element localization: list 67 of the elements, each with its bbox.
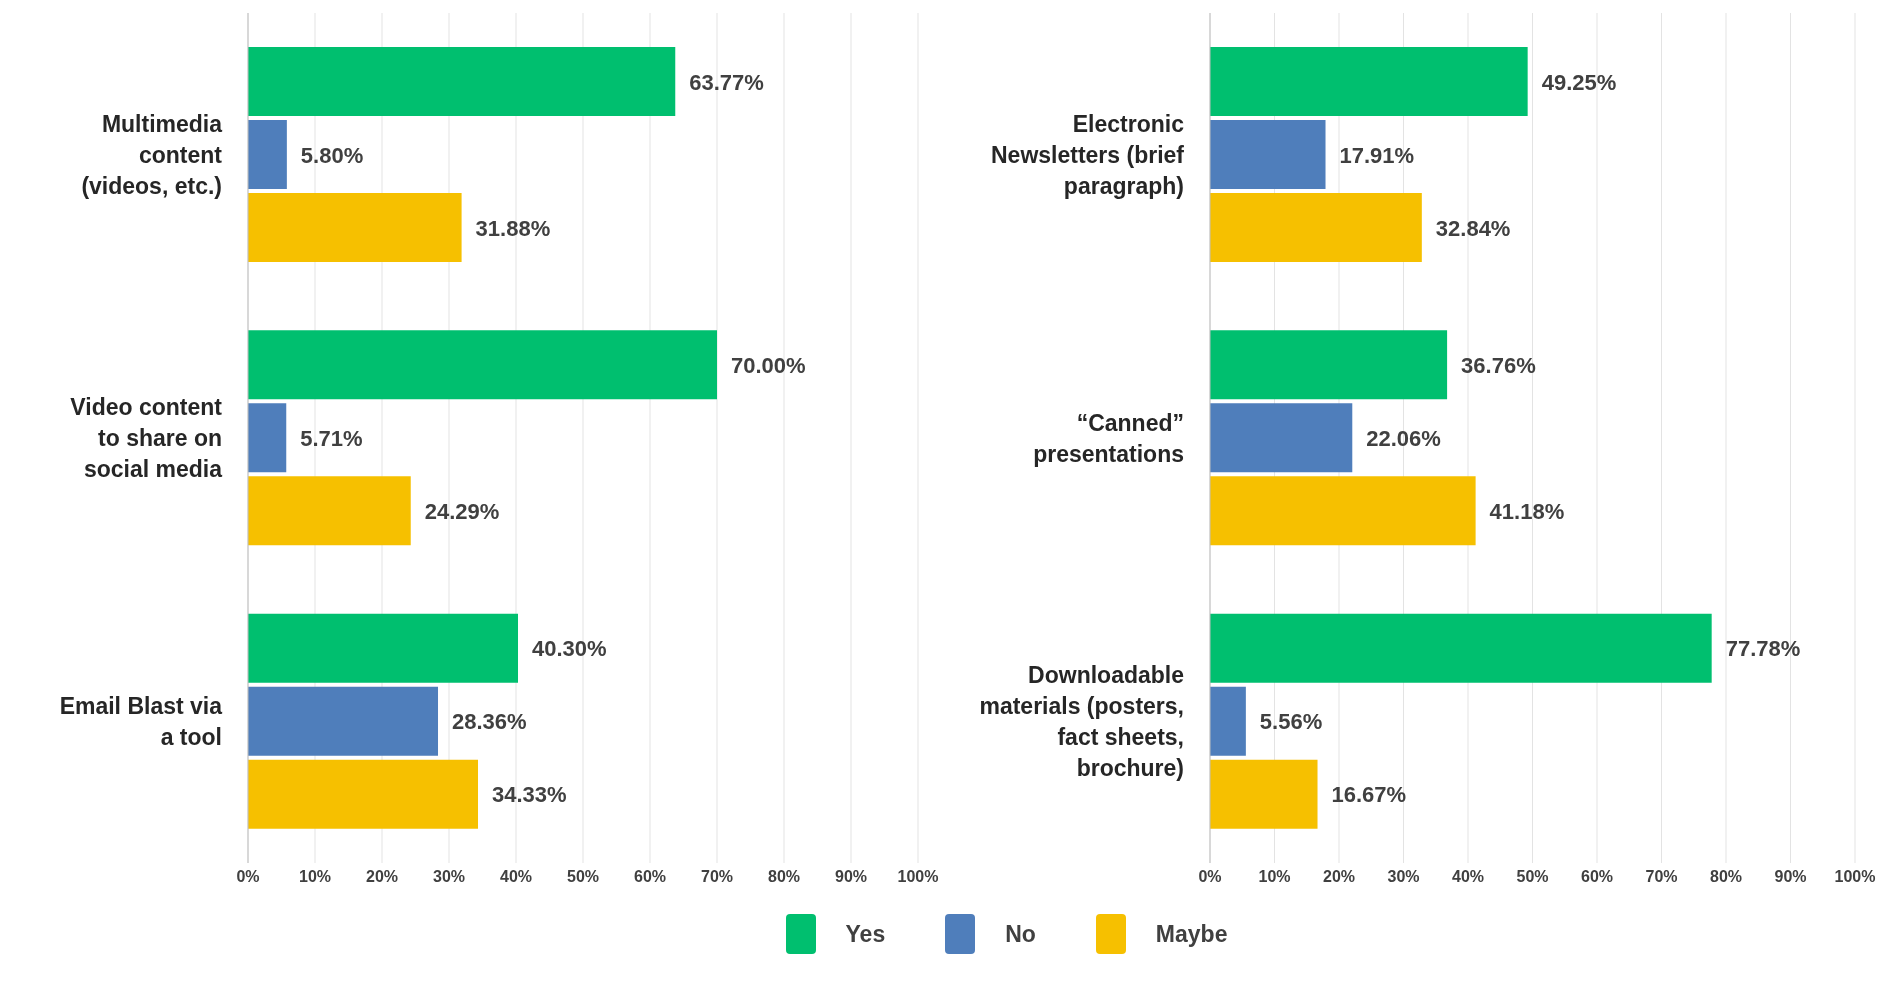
data-label: 16.67% bbox=[1331, 782, 1407, 808]
bar bbox=[1210, 47, 1528, 116]
data-label: 63.77% bbox=[689, 69, 764, 95]
data-label: 70.00% bbox=[731, 352, 806, 378]
y-tick-label: Downloadable materials (posters, fact sheets, brochure) bbox=[979, 661, 1184, 781]
x-tick-label: 20% bbox=[1322, 868, 1356, 886]
x-tick-label: 80% bbox=[767, 868, 801, 886]
bar bbox=[1210, 330, 1448, 400]
bar bbox=[1210, 613, 1712, 683]
data-label: 34.33% bbox=[492, 782, 567, 808]
data-label: 5.56% bbox=[1259, 709, 1323, 735]
bar bbox=[1210, 686, 1246, 756]
bar bbox=[1210, 193, 1422, 262]
bar bbox=[248, 759, 479, 829]
legend-label: Yes bbox=[845, 920, 886, 948]
y-tick-label: Email Blast via a tool bbox=[59, 692, 223, 750]
x-tick-label: 70% bbox=[700, 868, 734, 886]
bar bbox=[248, 476, 411, 546]
x-tick-label: 0% bbox=[236, 868, 260, 886]
bar bbox=[1210, 759, 1318, 829]
x-tick-label: 70% bbox=[1645, 868, 1678, 886]
bar bbox=[248, 330, 717, 400]
data-label: 36.76% bbox=[1461, 352, 1536, 378]
x-tick-label: 30% bbox=[1387, 868, 1420, 886]
data-label: 17.91% bbox=[1339, 142, 1415, 168]
x-tick-label: 10% bbox=[298, 868, 332, 886]
x-tick-label: 50% bbox=[566, 868, 600, 886]
data-label: 28.36% bbox=[452, 709, 527, 735]
x-tick-label: 0% bbox=[1198, 868, 1222, 886]
data-label: 5.71% bbox=[300, 425, 363, 451]
x-tick-label: 50% bbox=[1516, 868, 1549, 886]
data-label: 5.80% bbox=[300, 142, 364, 168]
data-label: 49.25% bbox=[1541, 69, 1617, 95]
x-tick-label: 100% bbox=[1834, 868, 1876, 886]
y-tick-label: Electronic Newsletters (brief paragraph) bbox=[990, 110, 1185, 199]
bar bbox=[248, 686, 439, 756]
x-tick-label: 40% bbox=[1451, 868, 1485, 886]
bar bbox=[1210, 476, 1476, 546]
x-tick-label: 40% bbox=[499, 868, 533, 886]
x-tick-label: 90% bbox=[834, 868, 868, 886]
legend-label: Maybe bbox=[1155, 920, 1228, 948]
data-label: 31.88% bbox=[475, 215, 551, 241]
x-tick-label: 10% bbox=[1258, 868, 1291, 886]
y-tick-label: “Canned” presentations bbox=[1033, 409, 1184, 467]
x-tick-label: 60% bbox=[1580, 868, 1614, 886]
legend-label: No bbox=[1005, 920, 1036, 948]
bar bbox=[248, 613, 519, 683]
x-tick-label: 90% bbox=[1774, 868, 1807, 886]
bar bbox=[248, 47, 676, 116]
x-tick-label: 30% bbox=[432, 868, 466, 886]
data-label: 40.30% bbox=[532, 636, 607, 662]
x-tick-label: 100% bbox=[897, 868, 939, 886]
y-tick-label: Multimedia content (videos, etc.) bbox=[81, 110, 223, 199]
bar bbox=[248, 403, 287, 473]
x-tick-label: 60% bbox=[633, 868, 667, 886]
bar bbox=[1210, 120, 1326, 189]
bar bbox=[248, 193, 462, 262]
data-label: 41.18% bbox=[1489, 498, 1565, 524]
bar bbox=[1210, 403, 1353, 473]
y-tick-label: Video content to share on social media bbox=[70, 394, 223, 482]
bar bbox=[248, 120, 287, 189]
data-label: 32.84% bbox=[1435, 215, 1511, 241]
x-tick-label: 20% bbox=[365, 868, 399, 886]
data-label: 77.78% bbox=[1725, 636, 1801, 662]
data-label: 22.06% bbox=[1366, 425, 1441, 451]
x-tick-label: 80% bbox=[1709, 868, 1743, 886]
data-label: 24.29% bbox=[424, 498, 500, 524]
